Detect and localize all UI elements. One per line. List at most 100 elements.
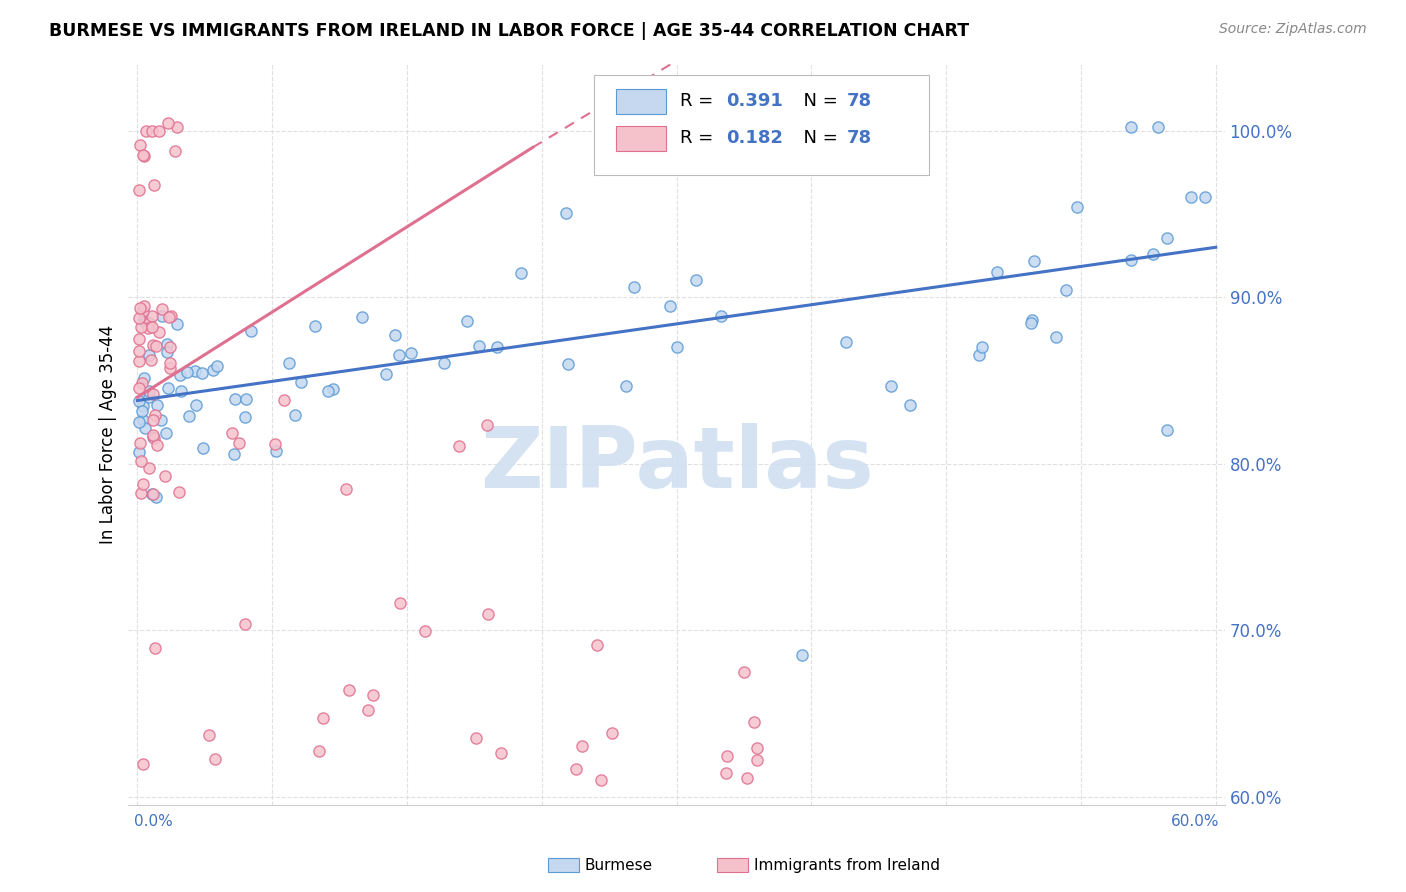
Point — [456, 314, 478, 328]
Point — [986, 265, 1008, 279]
Point — [132, 413, 155, 427]
Point — [1147, 120, 1170, 135]
Text: 0.182: 0.182 — [725, 129, 783, 147]
Point — [149, 413, 172, 427]
Point — [146, 438, 169, 452]
Point — [733, 665, 755, 679]
Point — [792, 648, 814, 663]
Point — [142, 428, 165, 442]
Point — [352, 310, 374, 324]
Point — [1121, 120, 1143, 135]
Point — [485, 340, 508, 354]
Point — [489, 746, 512, 760]
Point — [401, 346, 423, 360]
Point — [659, 300, 682, 314]
Point — [139, 352, 162, 367]
Point — [142, 386, 165, 401]
Point — [465, 731, 488, 745]
Point — [155, 426, 177, 441]
Point — [233, 617, 256, 632]
Point — [745, 753, 768, 767]
Point — [138, 347, 160, 361]
Text: N =: N = — [792, 129, 844, 147]
Point — [141, 124, 163, 138]
Point — [228, 436, 250, 450]
Point — [1156, 231, 1178, 245]
Point — [166, 120, 188, 135]
Point — [132, 371, 155, 385]
Point — [510, 266, 533, 280]
Point — [184, 364, 207, 378]
Point — [148, 124, 170, 138]
Text: Immigrants from Ireland: Immigrants from Ireland — [754, 858, 939, 872]
Point — [1045, 329, 1067, 343]
Point — [205, 359, 228, 373]
Point — [169, 368, 191, 382]
Point — [1066, 200, 1088, 214]
Point — [142, 430, 165, 444]
Point — [747, 740, 769, 755]
Point — [132, 399, 155, 413]
Point — [138, 316, 160, 330]
Point — [141, 309, 163, 323]
Point — [141, 487, 163, 501]
Text: ZIPatlas: ZIPatlas — [479, 423, 873, 506]
Point — [264, 437, 287, 451]
Point — [143, 408, 166, 422]
Point — [134, 421, 156, 435]
Point — [710, 309, 733, 323]
Point — [128, 343, 150, 358]
Point — [384, 327, 406, 342]
Point — [141, 320, 163, 334]
Point — [142, 338, 165, 352]
Text: 0.391: 0.391 — [725, 92, 783, 110]
Point — [224, 392, 246, 406]
Point — [138, 461, 160, 475]
Point — [1056, 283, 1078, 297]
Point — [150, 302, 173, 317]
Point — [413, 624, 436, 639]
Text: Source: ZipAtlas.com: Source: ZipAtlas.com — [1219, 22, 1367, 37]
Point — [157, 310, 180, 325]
Text: 78: 78 — [846, 129, 872, 147]
Point — [284, 408, 307, 422]
Point — [716, 766, 738, 780]
Point — [131, 320, 153, 334]
Point — [157, 382, 180, 396]
Point — [163, 145, 186, 159]
Point — [665, 340, 688, 354]
Point — [1142, 247, 1164, 261]
Point — [138, 390, 160, 404]
Point — [191, 441, 214, 455]
Point — [128, 415, 150, 429]
Point — [129, 486, 152, 500]
Point — [557, 357, 579, 371]
Point — [142, 487, 165, 501]
Point — [335, 482, 357, 496]
Point — [967, 348, 990, 362]
Text: R =: R = — [681, 129, 718, 147]
Point — [132, 147, 155, 161]
Point — [146, 398, 169, 412]
Point — [316, 384, 339, 398]
Point — [233, 410, 256, 425]
Point — [128, 354, 150, 368]
Point — [143, 431, 166, 445]
Point — [477, 607, 499, 621]
Point — [148, 325, 170, 339]
Point — [879, 379, 901, 393]
Point — [467, 339, 489, 353]
Point — [128, 393, 150, 408]
Point — [623, 280, 645, 294]
Point — [131, 454, 153, 468]
Point — [222, 447, 245, 461]
Point — [129, 435, 152, 450]
Point — [141, 413, 163, 427]
Point — [433, 356, 456, 370]
FancyBboxPatch shape — [616, 126, 665, 151]
Point — [447, 438, 470, 452]
Text: Burmese: Burmese — [585, 858, 652, 872]
Point — [235, 392, 257, 406]
Point — [159, 360, 181, 375]
Point — [128, 332, 150, 346]
